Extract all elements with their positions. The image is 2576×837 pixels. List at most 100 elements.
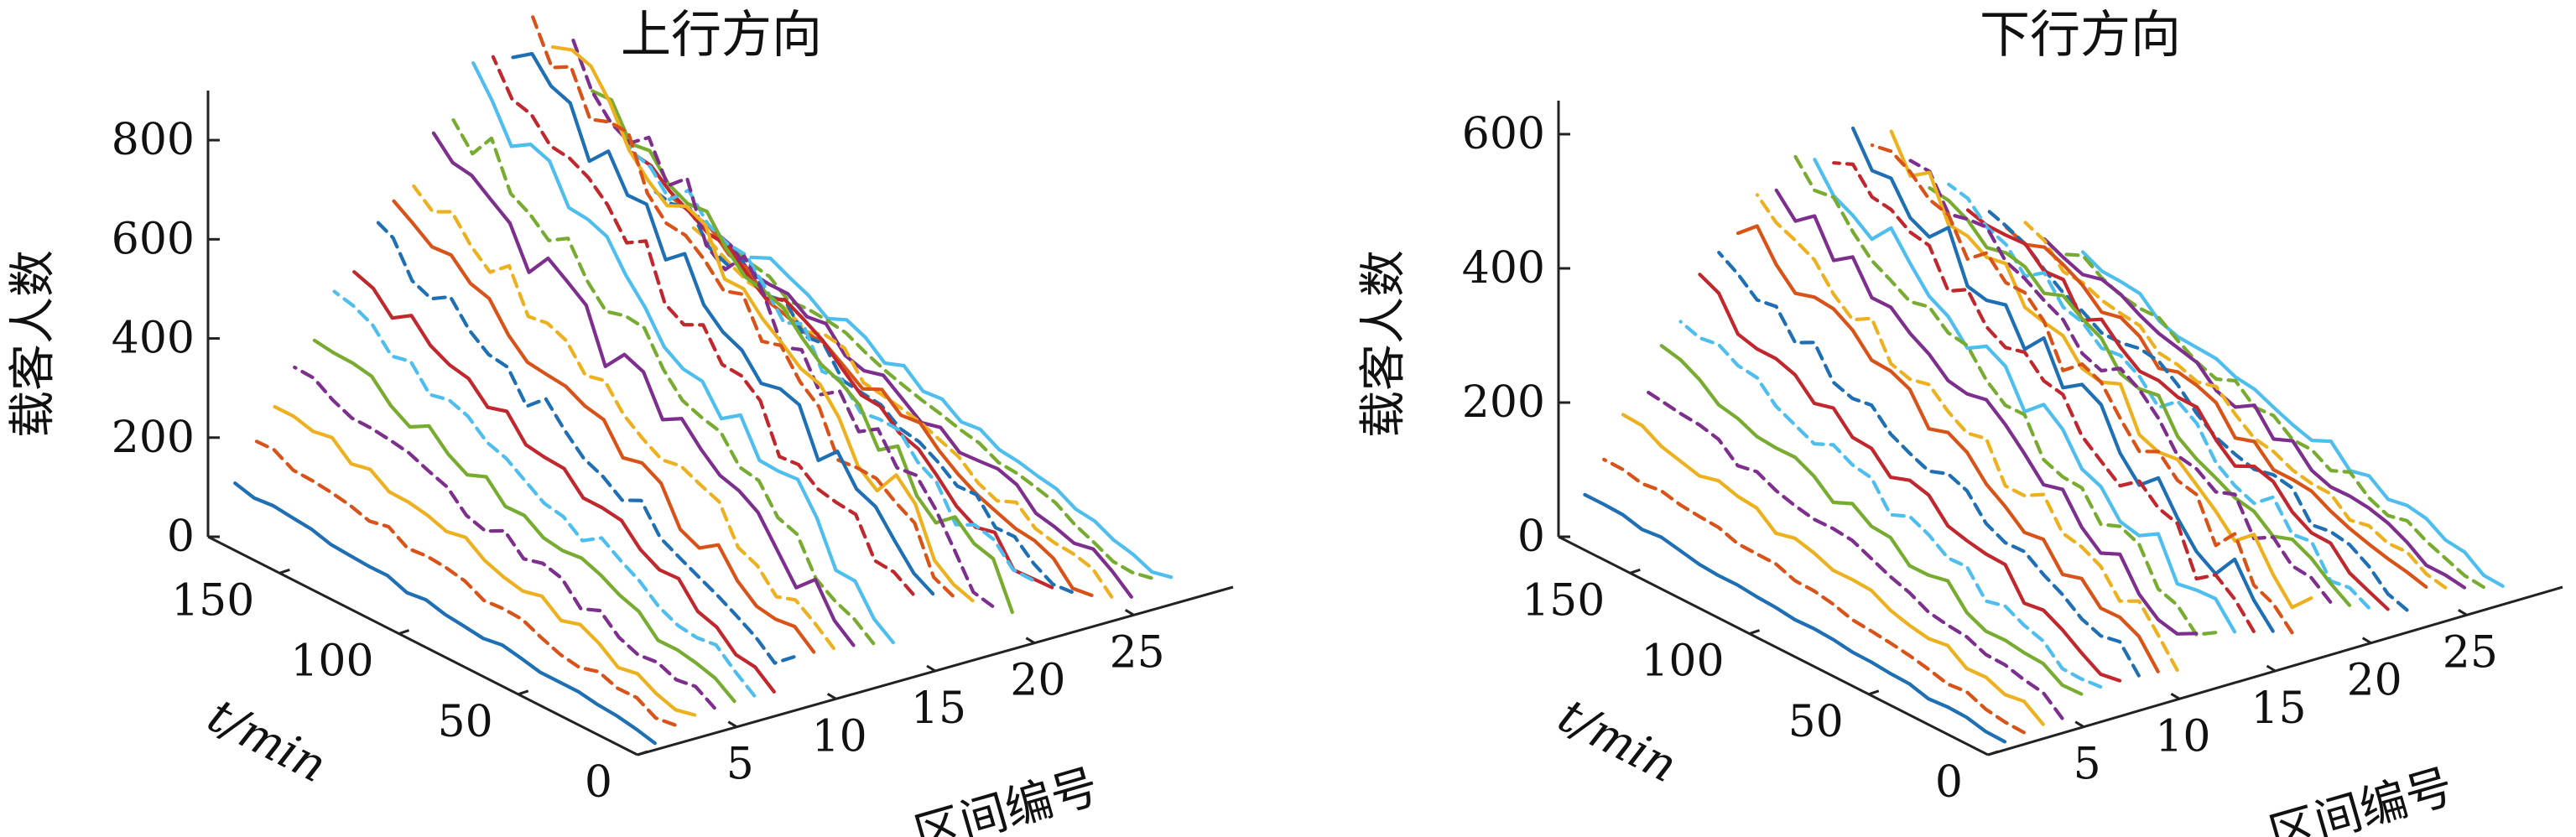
section-tick-label: 15 <box>2251 684 2306 734</box>
z-tick-label: 600 <box>1462 109 1545 159</box>
section-tick-mark <box>2170 693 2181 700</box>
series-line-section-14 <box>491 55 915 596</box>
z-tick-label: 400 <box>1462 243 1545 294</box>
section-tick-label: 10 <box>2155 711 2210 762</box>
time-tick-mark <box>1749 629 1761 635</box>
series-line-section-13 <box>471 60 895 645</box>
series-line-section-11 <box>1774 188 2199 636</box>
section-tick-mark <box>926 664 936 673</box>
section-tick-mark <box>2266 664 2277 673</box>
series-line-section-19 <box>1928 186 2352 607</box>
series-line-section-2 <box>252 439 677 727</box>
series-line-section-10 <box>1755 193 2179 673</box>
series-line-section-17 <box>550 44 975 603</box>
series-line-section-7 <box>352 270 776 694</box>
series-line-section-15 <box>1850 126 2275 633</box>
series-line-section-27 <box>2080 250 2505 588</box>
series-line-section-26 <box>2062 252 2485 590</box>
series-line-section-21 <box>1965 208 2390 611</box>
section-tick-mark <box>2361 637 2372 644</box>
z-tick-label: 800 <box>112 115 195 165</box>
time-tick-mark <box>637 750 648 756</box>
time-tick-mark <box>518 689 529 696</box>
section-tick-mark <box>826 693 837 700</box>
time-axis-label-upward: t/min <box>200 689 336 793</box>
series-line-section-22 <box>650 187 1074 595</box>
series-layer-upward <box>233 15 1174 746</box>
section-tick-mark <box>727 720 738 728</box>
time-tick-label: 100 <box>290 637 373 687</box>
series-line-section-15 <box>511 51 935 596</box>
chart-upward: 上行方向 0 200 400 600 800 0 50 100 150 5 10 15 20 25 载客人… <box>6 6 1234 837</box>
z-tick-label: 600 <box>112 214 195 264</box>
time-tick-mark <box>278 568 290 574</box>
time-tick-mark <box>1868 689 1880 696</box>
section-tick-label: 25 <box>2443 627 2498 678</box>
section-tick-label: 5 <box>2074 740 2101 790</box>
series-line-section-4 <box>1640 387 2064 720</box>
time-tick-label: 100 <box>1641 637 1724 687</box>
ticks-upward: 0 200 400 600 800 0 50 100 150 5 10 15 20 25 <box>112 115 1165 808</box>
series-layer-downward <box>1583 126 2505 744</box>
z-tick-label: 0 <box>1517 512 1545 562</box>
section-tick-label: 20 <box>2347 656 2402 706</box>
series-line-section-23 <box>2004 225 2428 590</box>
series-line-section-2 <box>1602 457 2026 735</box>
section-tick-label: 20 <box>1010 656 1065 706</box>
time-tick-label: 0 <box>1935 757 1963 808</box>
series-line-section-25 <box>2043 237 2467 590</box>
z-tick-label: 200 <box>112 413 195 463</box>
section-tick-mark <box>2074 720 2084 728</box>
section-tick-mark <box>2458 609 2468 616</box>
time-tick-mark <box>398 629 410 635</box>
time-tick-label: 150 <box>1522 575 1605 626</box>
series-line-section-16 <box>1870 143 2294 635</box>
series-line-section-10 <box>412 184 835 651</box>
series-line-section-4 <box>293 365 716 710</box>
series-line-section-12 <box>451 118 876 646</box>
series-line-section-8 <box>372 216 796 665</box>
series-line-section-20 <box>1947 182 2370 610</box>
series-line-section-11 <box>431 131 856 647</box>
series-line-section-9 <box>1736 224 2160 673</box>
series-line-section-16 <box>531 15 955 598</box>
series-line-section-24 <box>2023 221 2448 590</box>
series-line-section-1 <box>233 481 657 746</box>
z-tick-label: 400 <box>112 314 195 364</box>
series-line-section-7 <box>1698 273 2122 683</box>
series-line-section-20 <box>610 101 1034 582</box>
section-axis-label-downward: 区间编号 <box>2263 759 2459 837</box>
z-axis-label-upward: 载客人数 <box>6 250 60 438</box>
series-line-section-5 <box>1659 344 2084 696</box>
series-line-section-18 <box>1908 159 2333 604</box>
series-line-section-21 <box>630 151 1054 590</box>
time-tick-mark <box>1987 750 1999 756</box>
series-line-section-14 <box>1832 161 2256 633</box>
series-line-section-5 <box>312 338 736 704</box>
chart-title-downward: 下行方向 <box>1980 6 2181 65</box>
section-tick-label: 25 <box>1110 627 1165 678</box>
series-line-section-8 <box>1717 251 2141 678</box>
time-tick-mark <box>1629 568 1641 574</box>
series-line-section-13 <box>1813 158 2237 634</box>
section-tick-label: 5 <box>726 740 754 790</box>
section-tick-label: 10 <box>812 711 867 762</box>
z-tick-label: 0 <box>167 512 195 562</box>
section-tick-mark <box>1124 609 1135 616</box>
series-line-section-9 <box>392 199 816 654</box>
time-tick-label: 150 <box>171 575 254 626</box>
series-line-section-3 <box>1621 413 2045 726</box>
section-axis-label-upward: 区间编号 <box>908 759 1104 837</box>
series-line-section-6 <box>1678 320 2103 689</box>
section-tick-label: 15 <box>911 684 966 734</box>
chart-downward: 下行方向 0 200 400 600 0 50 100 150 5 10 15 20 25 载客人数 t… <box>1356 6 2563 837</box>
series-line-section-12 <box>1793 154 2218 637</box>
ticks-downward: 0 200 400 600 0 50 100 150 5 10 15 20 25 <box>1462 109 2498 808</box>
time-tick-label: 50 <box>1788 697 1844 747</box>
series-line-section-6 <box>332 289 757 698</box>
series-line-section-3 <box>273 404 697 717</box>
z-tick-label: 200 <box>1462 377 1545 428</box>
z-axis-label-downward: 载客人数 <box>1356 250 1411 438</box>
series-line-section-24 <box>690 224 1114 599</box>
